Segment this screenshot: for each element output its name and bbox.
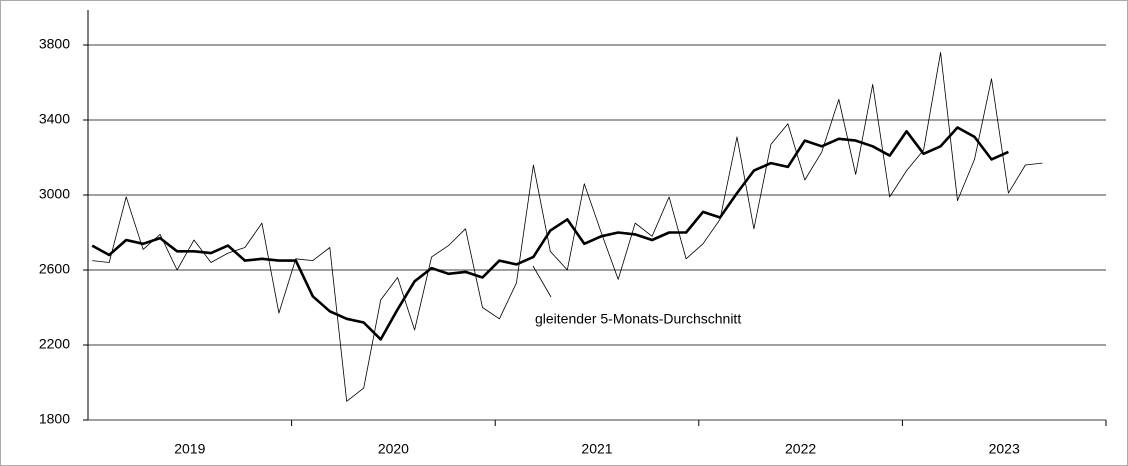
data-line [91, 126, 1009, 341]
y-tick-label: 2600 [39, 261, 70, 277]
y-tick-label: 3400 [39, 111, 70, 127]
x-tick-label: 2021 [581, 441, 612, 457]
y-tick-label: 3800 [39, 36, 70, 52]
y-tick-label: 1800 [39, 411, 70, 427]
x-tick-label: 2020 [378, 441, 409, 457]
x-tick-label: 2023 [989, 441, 1020, 457]
data-line [92, 52, 1043, 402]
x-tick-label: 2022 [785, 441, 816, 457]
y-tick-label: 3000 [39, 186, 70, 202]
annotation-leader [532, 265, 552, 298]
annotation: gleitender 5-Monats-Durchschnitt [535, 311, 741, 327]
y-tick-label: 2200 [39, 336, 70, 352]
x-tick-label: 2019 [174, 441, 205, 457]
